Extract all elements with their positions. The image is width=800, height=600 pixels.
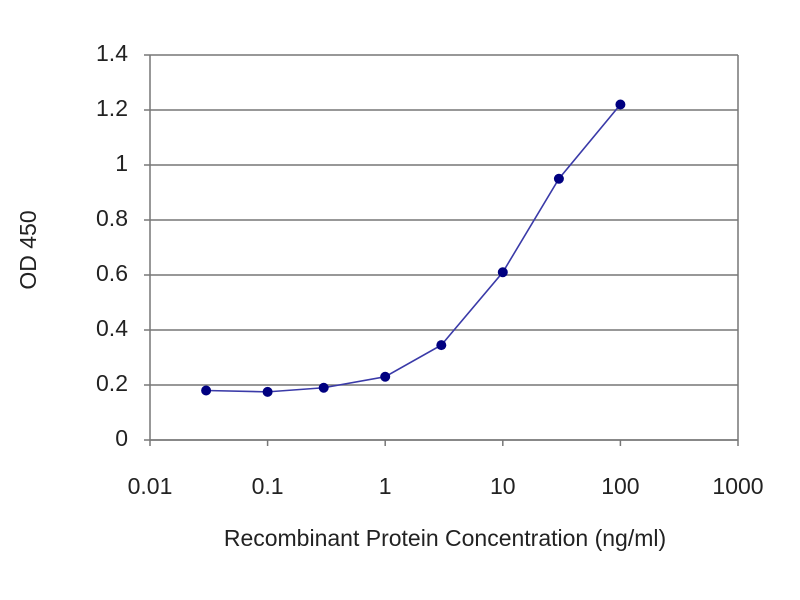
data-point [615, 99, 626, 110]
y-tick-label: 0.2 [96, 370, 128, 396]
x-tick-label: 10 [490, 473, 516, 499]
data-point [553, 173, 564, 184]
data-point [436, 340, 447, 351]
y-tick-label: 1.4 [96, 40, 128, 66]
y-tick-label: 0.8 [96, 205, 128, 231]
y-tick-label: 1.2 [96, 95, 128, 121]
x-tick-label: 100 [601, 473, 639, 499]
x-tick-label: 1 [379, 473, 392, 499]
data-point [497, 267, 508, 278]
x-axis-title: Recombinant Protein Concentration (ng/ml… [224, 525, 666, 551]
data-point [262, 386, 273, 397]
data-point [380, 371, 391, 382]
y-axis-title: OD 450 [15, 210, 41, 289]
data-point [318, 382, 329, 393]
y-tick-label: 1 [115, 150, 128, 176]
x-tick-label: 1000 [712, 473, 763, 499]
y-tick-label: 0.6 [96, 260, 128, 286]
data-line [206, 103, 622, 393]
x-tick-label: 0.1 [252, 473, 284, 499]
y-tick-label: 0 [115, 425, 128, 451]
y-tick-label: 0.4 [96, 315, 128, 341]
data-point [201, 385, 212, 396]
x-tick-label: 0.01 [128, 473, 173, 499]
